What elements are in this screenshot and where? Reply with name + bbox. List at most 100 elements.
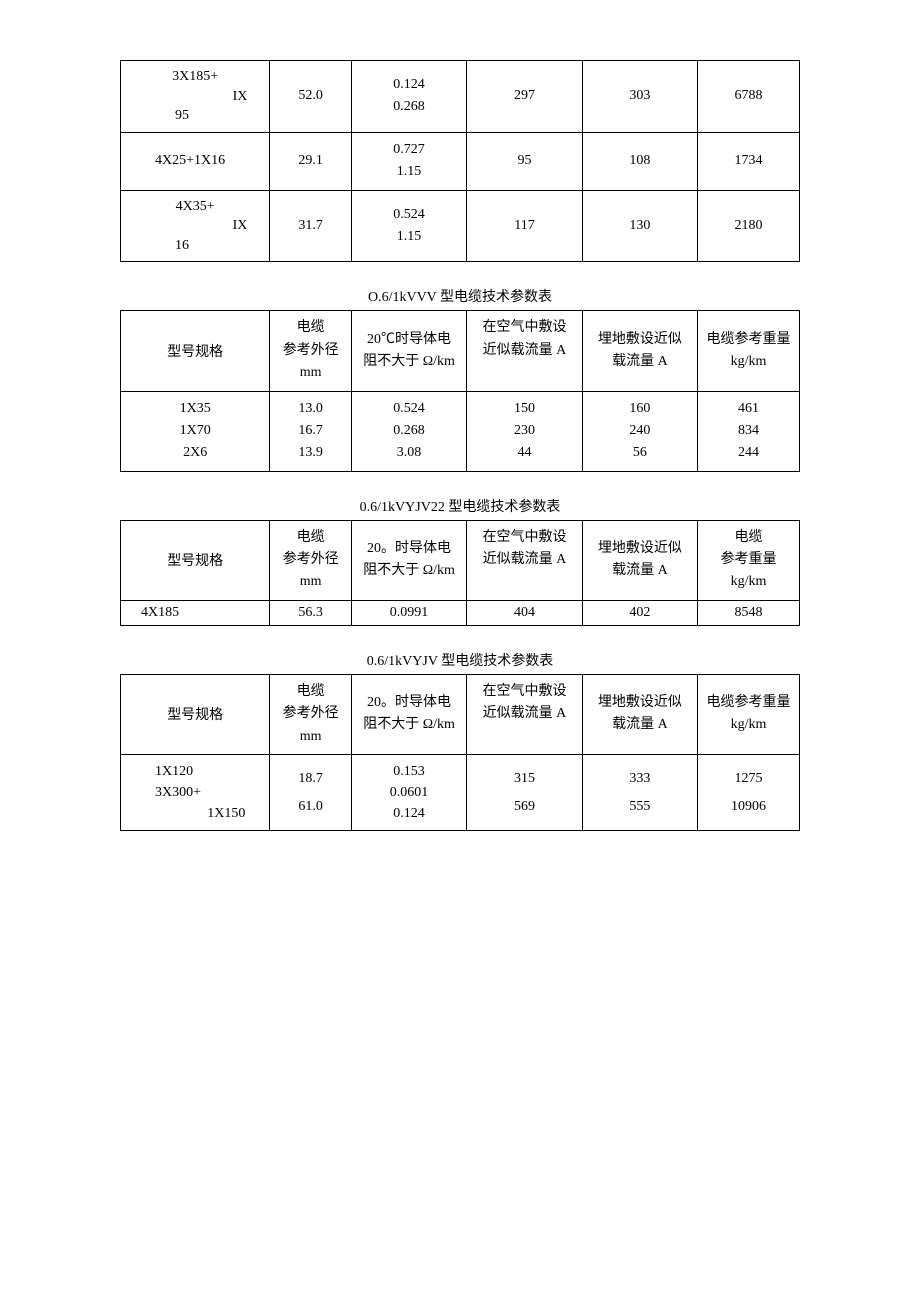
cell-diam: 18.7 61.0 [270, 755, 351, 831]
cell-weight: 2180 [698, 190, 800, 262]
res-line: 0.268 [356, 96, 462, 118]
cell-diam: 31.7 [270, 190, 351, 262]
hdr-line: mm [274, 362, 346, 384]
cell-weight: 461 834 244 [698, 391, 800, 471]
cell-air: 404 [467, 600, 582, 625]
hdr-line: 埋地敷设近似 [587, 692, 693, 714]
header-buried: 埋地敷设近似 载流量 A [582, 520, 697, 600]
air-line: 230 [471, 420, 577, 442]
spec-line: 2X6 [125, 442, 265, 464]
spec-line: 3X185+ [125, 67, 265, 87]
header-buried: 埋地敷设近似 载流量 A [582, 311, 697, 391]
hdr-line: 在空气中敷设 [471, 527, 577, 549]
buried-line: 160 [587, 398, 693, 420]
cable-table-3: 型号规格 电缆 参考外径 mm 20。时导体电 阻不大于 Ω/km 在空气中敷设… [120, 520, 800, 626]
cell-spec: 4X25+1X16 [121, 132, 270, 190]
cell-diam: 56.3 [270, 600, 351, 625]
weight-line: 834 [702, 420, 795, 442]
weight-line: 10906 [702, 793, 795, 821]
res-line: 0.268 [356, 420, 462, 442]
spec-line: 1X120 [125, 761, 265, 782]
res-line: 0.124 [356, 803, 462, 824]
cell-air: 95 [467, 132, 582, 190]
buried-line: 240 [587, 420, 693, 442]
hdr-line: 20℃时导体电 [356, 329, 462, 351]
cell-buried: 333 555 [582, 755, 697, 831]
res-line: 3.08 [356, 442, 462, 464]
hdr-line: 近似载流量 A [471, 549, 577, 571]
weight-line: 1275 [702, 765, 795, 793]
header-spec: 型号规格 [121, 311, 270, 391]
header-diam: 电缆 参考外径 mm [270, 311, 351, 391]
cell-weight: 1734 [698, 132, 800, 190]
cell-weight: 6788 [698, 61, 800, 133]
hdr-line: 载流量 A [587, 714, 693, 736]
res-line: 1.15 [356, 161, 462, 183]
diam-line: 16.7 [274, 420, 346, 442]
table-header-row: 型号规格 电缆 参考外径 mm 20℃时导体电 阻不大于 Ω/km 在空气中敷设… [121, 311, 800, 391]
spec-line: 3X300+ [125, 782, 265, 803]
hdr-line: kg/km [702, 714, 795, 736]
spec-line: 95 [125, 106, 265, 126]
cell-buried: 108 [582, 132, 697, 190]
table-header-row: 型号规格 电缆 参考外径 mm 20。时导体电 阻不大于 Ω/km 在空气中敷设… [121, 674, 800, 754]
cell-air: 117 [467, 190, 582, 262]
diam-line: 13.0 [274, 398, 346, 420]
cell-buried: 303 [582, 61, 697, 133]
header-spec: 型号规格 [121, 674, 270, 754]
header-air: 在空气中敷设 近似载流量 A [467, 520, 582, 600]
header-air: 在空气中敷设 近似载流量 A [467, 311, 582, 391]
hdr-line: 20。时导体电 [356, 538, 462, 560]
hdr-line: 阻不大于 Ω/km [356, 560, 462, 582]
cell-diam: 13.0 16.7 13.9 [270, 391, 351, 471]
hdr-line: mm [274, 726, 346, 748]
cell-air: 297 [467, 61, 582, 133]
hdr-line: 阻不大于 Ω/km [356, 351, 462, 373]
hdr-line: 参考外径 [274, 340, 346, 362]
hdr-line: 电缆 [274, 681, 346, 703]
table-row: 4X25+1X16 29.1 0.727 1.15 95 108 1734 [121, 132, 800, 190]
hdr-line: 电缆 [274, 317, 346, 339]
spec-line: 4X35+ [125, 197, 265, 217]
header-spec: 型号规格 [121, 520, 270, 600]
hdr-line: 近似载流量 A [471, 340, 577, 362]
table-row: 1X35 1X70 2X6 13.0 16.7 13.9 0.524 0.268… [121, 391, 800, 471]
weight-line: 244 [702, 442, 795, 464]
cell-weight: 1275 10906 [698, 755, 800, 831]
header-diam: 电缆 参考外径 mm [270, 520, 351, 600]
hdr-line: kg/km [702, 351, 795, 373]
air-line: 315 [471, 765, 577, 793]
cell-res: 0.524 1.15 [351, 190, 466, 262]
spec-line: 1X150 [125, 803, 265, 824]
res-line: 0.524 [356, 204, 462, 226]
cable-table-4: 型号规格 电缆 参考外径 mm 20。时导体电 阻不大于 Ω/km 在空气中敷设… [120, 674, 800, 831]
buried-line: 333 [587, 765, 693, 793]
buried-line: 56 [587, 442, 693, 464]
res-line: 0.124 [356, 74, 462, 96]
res-line: 0.153 [356, 761, 462, 782]
hdr-line: 在空气中敷设 [471, 317, 577, 339]
cell-res: 0.0991 [351, 600, 466, 625]
res-line: 0.524 [356, 398, 462, 420]
hdr-line: 阻不大于 Ω/km [356, 714, 462, 736]
header-weight: 电缆参考重量 kg/km [698, 311, 800, 391]
cell-buried: 130 [582, 190, 697, 262]
hdr-line: 埋地敷设近似 [587, 538, 693, 560]
hdr-line: 载流量 A [587, 351, 693, 373]
cell-spec: 1X120 3X300+ 1X150 [121, 755, 270, 831]
cell-diam: 52.0 [270, 61, 351, 133]
hdr-line: 电缆 [274, 527, 346, 549]
hdr-line: 埋地敷设近似 [587, 329, 693, 351]
header-res: 20。时导体电 阻不大于 Ω/km [351, 520, 466, 600]
hdr-line: 参考重量 [702, 549, 795, 571]
header-weight: 电缆参考重量 kg/km [698, 674, 800, 754]
table-header-row: 型号规格 电缆 参考外径 mm 20。时导体电 阻不大于 Ω/km 在空气中敷设… [121, 520, 800, 600]
cell-diam: 29.1 [270, 132, 351, 190]
cable-table-1: 3X185+ IX 95 52.0 0.124 0.268 297 303 67… [120, 60, 800, 262]
table-row: 1X120 3X300+ 1X150 18.7 61.0 0.153 0.060… [121, 755, 800, 831]
hdr-line: 载流量 A [587, 560, 693, 582]
spec-line: 1X70 [125, 420, 265, 442]
diam-line: 61.0 [274, 793, 346, 821]
cell-spec: 1X35 1X70 2X6 [121, 391, 270, 471]
cell-res: 0.153 0.0601 0.124 [351, 755, 466, 831]
